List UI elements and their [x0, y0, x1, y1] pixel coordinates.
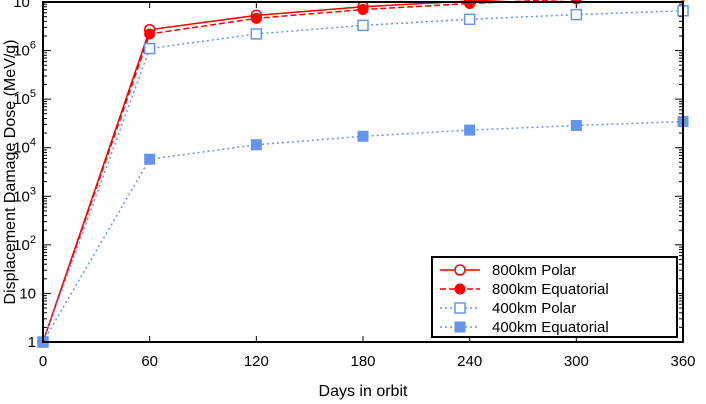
x-tick-label: 300 — [564, 353, 589, 370]
data-point — [250, 139, 262, 151]
y-tick-exponent: 5 — [30, 88, 36, 100]
x-tick-labels: 0 60 120 180 240 300 360 — [39, 353, 696, 370]
data-point — [143, 42, 156, 55]
x-tick-label: 0 — [39, 353, 47, 370]
x-tick-label: 60 — [141, 353, 158, 370]
y-tick-label: 10 — [19, 285, 36, 302]
y-tick-exponent: 4 — [30, 137, 36, 149]
data-point — [250, 12, 262, 24]
y-tick-exponent: 3 — [30, 185, 36, 197]
data-point — [357, 19, 369, 32]
legend: 800km Polar 800km Equatorial 400km Polar 40… — [431, 256, 678, 338]
data-point — [463, 13, 476, 26]
data-point — [144, 153, 156, 165]
x-tick-label: 360 — [670, 353, 695, 370]
y-axis-label: Displacement Damage Dose (MeV/g) — [2, 40, 19, 305]
y-tick-exponent: 6 — [30, 40, 36, 52]
x-tick-label: 180 — [350, 353, 375, 370]
data-point — [570, 8, 583, 21]
legend-label: 800km Equatorial — [492, 281, 609, 298]
y-tick-label: 107 — [13, 0, 36, 11]
legend-marker — [454, 302, 466, 314]
data-point — [464, 124, 476, 136]
data-point — [570, 119, 582, 131]
data-point — [357, 130, 369, 142]
data-point — [357, 4, 369, 16]
legend-marker — [454, 264, 466, 276]
x-tick-label: 240 — [457, 353, 482, 370]
data-point — [144, 28, 156, 40]
series-layer — [37, 0, 689, 348]
data-point — [250, 28, 263, 40]
legend-marker — [454, 283, 466, 295]
y-tick-exponent: 7 — [30, 0, 36, 3]
y-tick-exponent: 2 — [30, 234, 36, 246]
legend-label: 800km Polar — [492, 262, 576, 279]
x-tick-label: 120 — [244, 353, 269, 370]
legend-label: 400km Polar — [492, 300, 576, 317]
plot-frame — [42, 1, 684, 343]
legend-marker — [454, 321, 466, 333]
legend-label: 400km Equatorial — [492, 319, 609, 336]
x-axis-label: Days in orbit — [319, 383, 408, 400]
y-tick-label: 1 — [28, 334, 36, 351]
